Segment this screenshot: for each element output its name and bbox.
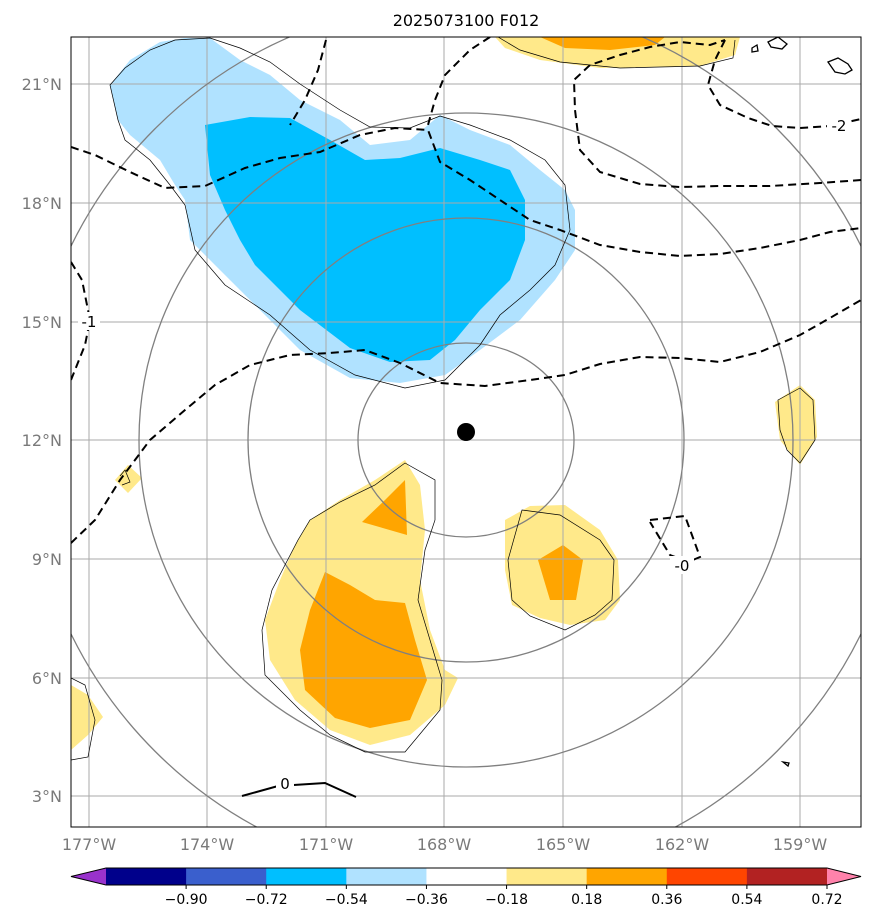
colorbar-extend-high — [827, 868, 861, 885]
x-tick-label: 177°W — [62, 835, 117, 854]
contour-outlines — [71, 37, 816, 761]
colorbar-tick-label: −0.36 — [405, 892, 448, 908]
colorbar-segment — [506, 868, 588, 885]
x-tick-label: 162°W — [655, 835, 710, 854]
positive-anomaly-west-edge — [71, 685, 103, 750]
colorbar-segment — [266, 868, 347, 885]
colorbar-segment — [106, 868, 187, 885]
colorbar-segment — [346, 868, 427, 885]
colorbar-tick-label: 0.72 — [811, 892, 842, 908]
x-axis: 177°W 174°W 171°W 168°W 165°W 162°W 159°… — [62, 835, 828, 854]
contour-label-c4: 0 — [280, 775, 290, 793]
colorbar-tick-label: 0.54 — [731, 892, 762, 908]
colorbar: −0.90 −0.72 −0.54 −0.36 −0.18 0.18 0.36 0.54 0.7… — [70, 867, 862, 908]
contour-label-c1: -2 — [832, 117, 847, 135]
colorbar-tick-label: −0.18 — [485, 892, 528, 908]
positive-anomaly-top — [495, 37, 740, 68]
x-tick-label: 165°W — [536, 835, 591, 854]
colorbar-tick-label: 0.18 — [571, 892, 602, 908]
colorbar-segment — [746, 868, 828, 885]
positive-anomaly-top-core — [540, 37, 665, 50]
x-tick-label: 168°W — [417, 835, 472, 854]
positive-anomaly-sw-core — [300, 572, 427, 728]
y-tick-label: 18°N — [22, 194, 62, 213]
y-tick-label: 9°N — [32, 550, 62, 569]
y-tick-label: 3°N — [32, 787, 62, 806]
positive-anomaly-sw-spot — [362, 480, 407, 535]
colorbar-segment — [186, 868, 267, 885]
x-tick-label: 159°W — [773, 835, 828, 854]
storm-center-marker — [457, 423, 475, 441]
contour-label-c2: -1 — [82, 313, 97, 331]
y-tick-label: 6°N — [32, 669, 62, 688]
gridlines — [71, 37, 861, 827]
plot-area: -2 -1 -0 0 — [71, 37, 861, 827]
y-tick-label: 15°N — [22, 313, 62, 332]
colorbar-outline — [70, 867, 862, 886]
x-tick-label: 171°W — [299, 835, 354, 854]
colorbar-tick-label: −0.72 — [245, 892, 288, 908]
islands — [751, 37, 853, 768]
y-tick-label: 12°N — [22, 431, 62, 450]
plot-frame — [70, 36, 862, 828]
negative-anomaly-core — [205, 117, 525, 362]
colorbar-extend-low — [71, 868, 106, 885]
colorbar-tick-label: −0.90 — [165, 892, 208, 908]
colorbar-tick-label: −0.54 — [325, 892, 368, 908]
map-title: 2025073100 F012 — [393, 11, 540, 30]
colorbar-segment — [586, 868, 668, 885]
contour-label-c3: -0 — [675, 557, 690, 575]
solid-zero-contour — [241, 781, 357, 798]
colorbar-tick-label: 0.36 — [651, 892, 682, 908]
y-axis: 21°N 18°N 15°N 12°N 9°N 6°N 3°N — [22, 75, 62, 806]
colorbar-segment — [666, 868, 748, 885]
y-tick-label: 21°N — [22, 75, 62, 94]
colorbar-segment — [426, 868, 508, 885]
x-tick-label: 174°W — [180, 835, 235, 854]
distance-rings — [71, 37, 861, 827]
